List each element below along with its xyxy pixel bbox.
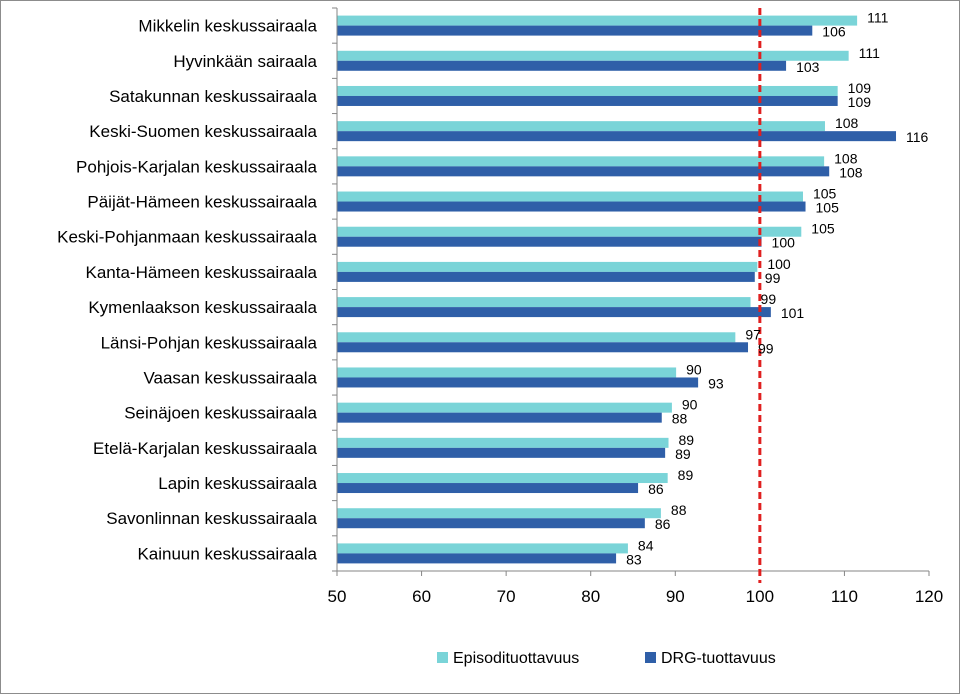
bar-drg-tuottavuus (337, 447, 666, 458)
data-label: 83 (626, 551, 642, 567)
bar-episodituottavuus (337, 473, 668, 484)
data-label: 108 (834, 150, 858, 166)
bar-drg-tuottavuus (337, 201, 806, 212)
bar-episodituottavuus (337, 437, 669, 448)
category-label: Savonlinnan keskussairaala (106, 509, 317, 528)
bar-drg-tuottavuus (337, 307, 771, 318)
bar-episodituottavuus (337, 191, 803, 202)
bar-drg-tuottavuus (337, 166, 830, 177)
data-label: 101 (781, 305, 805, 321)
x-tick-label: 60 (412, 587, 431, 606)
data-label: 116 (906, 129, 929, 145)
category-label: Länsi-Pohjan keskussairaala (101, 333, 318, 352)
data-label: 89 (675, 446, 691, 462)
bar-episodituottavuus (337, 85, 838, 96)
legend-label: DRG-tuottavuus (661, 650, 776, 667)
bar-drg-tuottavuus (337, 412, 662, 423)
bar-episodituottavuus (337, 543, 628, 554)
x-tick-label: 110 (831, 587, 858, 606)
bar-drg-tuottavuus (337, 483, 639, 494)
bar-episodituottavuus (337, 297, 751, 308)
data-label: 105 (813, 186, 837, 202)
category-label: Etelä-Karjalan keskussairaala (93, 439, 317, 458)
x-tick-label: 50 (328, 587, 347, 606)
data-label: 89 (678, 467, 694, 483)
data-label: 88 (671, 502, 687, 518)
legend-swatch-episodituottavuus (437, 652, 448, 663)
category-label: Kanta-Hämeen keskussairaala (85, 263, 317, 282)
bar-drg-tuottavuus (337, 131, 897, 142)
bar-episodituottavuus (337, 15, 858, 26)
category-label: Lapin keskussairaala (158, 474, 317, 493)
bar-episodituottavuus (337, 50, 849, 61)
bar-drg-tuottavuus (337, 518, 645, 529)
data-label: 93 (708, 375, 724, 391)
x-tick-label: 100 (746, 587, 774, 606)
x-tick-label: 120 (915, 587, 943, 606)
bar-drg-tuottavuus (337, 60, 787, 71)
bar-drg-tuottavuus (337, 236, 762, 247)
bar-drg-tuottavuus (337, 95, 838, 106)
bar-episodituottavuus (337, 508, 661, 519)
bar-episodituottavuus (337, 121, 825, 132)
data-label: 111 (867, 10, 888, 26)
data-label: 105 (811, 221, 835, 237)
category-label: Satakunnan keskussairaala (109, 87, 317, 106)
category-label: Pohjois-Karjalan keskussairaala (76, 157, 318, 176)
data-label: 100 (767, 256, 791, 272)
data-label: 106 (822, 24, 846, 40)
category-label: Hyvinkään sairaala (173, 52, 317, 71)
data-label: 99 (758, 340, 774, 356)
bar-episodituottavuus (337, 261, 758, 272)
bar-drg-tuottavuus (337, 377, 699, 388)
data-label: 99 (765, 270, 781, 286)
category-label: Vaasan keskussairaala (143, 368, 317, 387)
data-label: 86 (648, 481, 664, 497)
data-label: 97 (745, 326, 761, 342)
bar-drg-tuottavuus (337, 25, 813, 36)
x-tick-label: 80 (581, 587, 600, 606)
category-label: Mikkelin keskussairaala (138, 17, 317, 36)
data-label: 109 (848, 94, 872, 110)
bar-episodituottavuus (337, 226, 802, 237)
legend-swatch-drg-tuottavuus (645, 652, 656, 663)
bar-episodituottavuus (337, 332, 736, 343)
data-label: 108 (835, 115, 859, 131)
data-label: 88 (672, 411, 688, 427)
legend-label: Episodituottavuus (453, 650, 579, 667)
x-tick-label: 70 (497, 587, 516, 606)
category-label: Kymenlaakson keskussairaala (88, 298, 317, 317)
data-label: 99 (761, 291, 777, 307)
data-label: 109 (848, 80, 872, 96)
bar-episodituottavuus (337, 367, 677, 378)
data-label: 90 (686, 361, 702, 377)
category-label: Keski-Suomen keskussairaala (89, 122, 317, 141)
data-label: 108 (839, 164, 863, 180)
bar-episodituottavuus (337, 156, 825, 167)
bar-drg-tuottavuus (337, 271, 755, 282)
bar-drg-tuottavuus (337, 342, 749, 353)
data-label: 90 (682, 397, 698, 413)
data-label: 105 (816, 200, 840, 216)
data-label: 89 (679, 432, 695, 448)
data-label: 86 (655, 516, 671, 532)
data-label: 111 (859, 45, 880, 61)
category-label: Päijät-Hämeen keskussairaala (87, 193, 317, 212)
category-label: Kainuun keskussairaala (137, 544, 317, 563)
data-label: 100 (772, 235, 796, 251)
data-label: 84 (638, 537, 654, 553)
data-label: 103 (796, 59, 820, 75)
category-label: Seinäjoen keskussairaala (124, 404, 317, 423)
category-label: Keski-Pohjanmaan keskussairaala (57, 228, 317, 247)
x-tick-label: 90 (666, 587, 685, 606)
bar-drg-tuottavuus (337, 553, 617, 564)
bar-episodituottavuus (337, 402, 672, 413)
